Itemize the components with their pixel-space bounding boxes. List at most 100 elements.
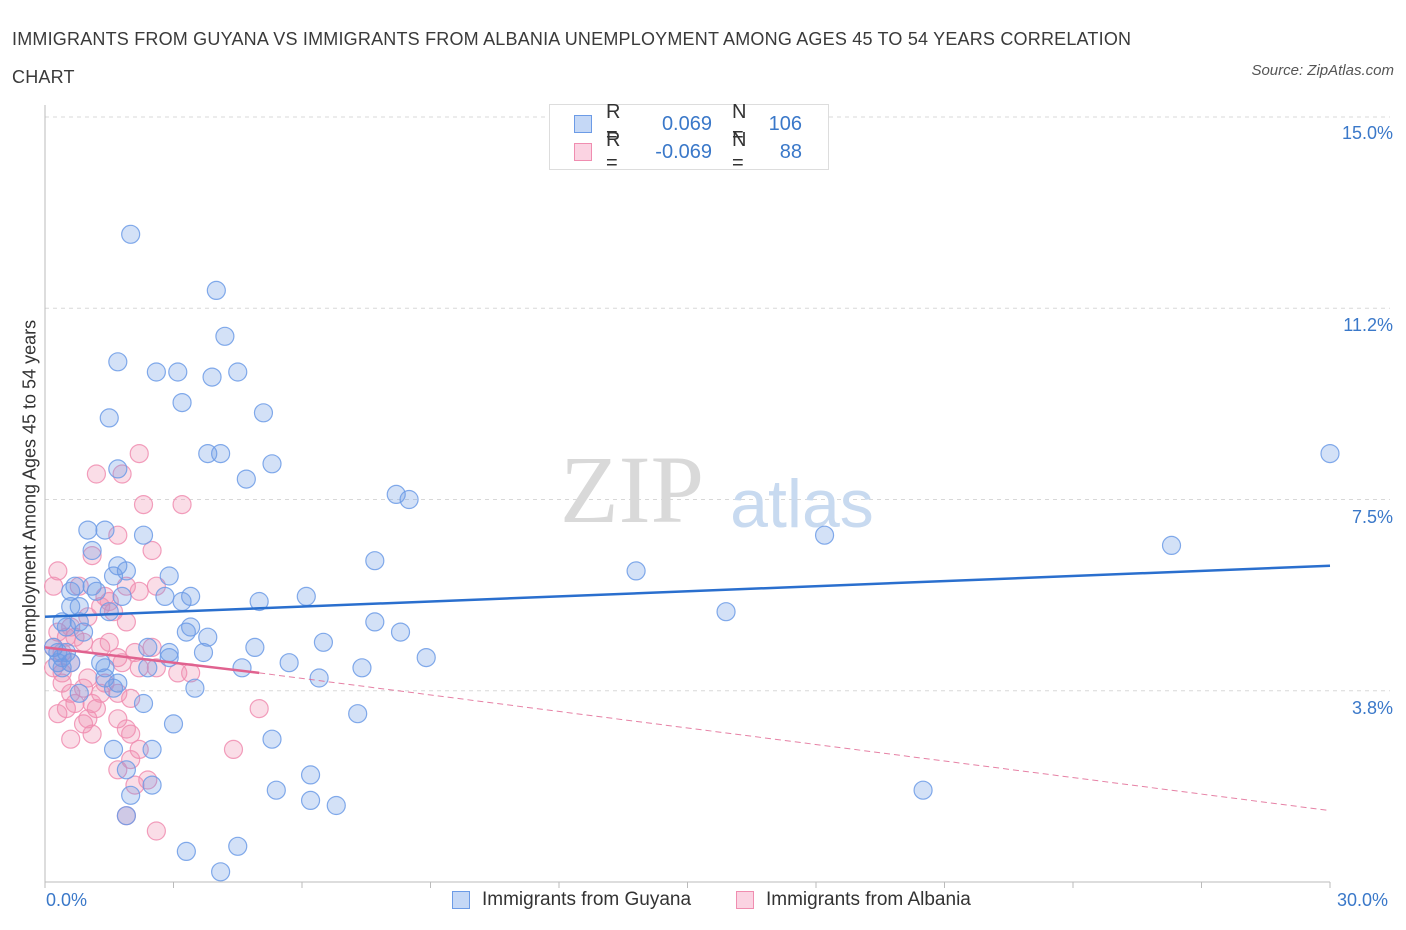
guyana-point [73,622,94,642]
albania-point [103,602,124,622]
guyana-point [236,469,256,489]
guyana-point [262,729,282,749]
legend-label-guyana: Immigrants from Guyana [482,889,692,910]
guyana-point [300,765,321,785]
guyana-point [1161,535,1182,556]
guyana-points [43,224,1340,882]
guyana-point [116,561,136,581]
guyana-point [228,836,248,856]
albania-point [82,545,102,566]
guyana-point [69,683,89,703]
albania-point [116,612,136,632]
guyana-point [155,586,175,607]
guyana-point [626,561,646,581]
guyana-point [142,775,162,795]
r-value: -0.069 [655,140,712,163]
trend-lines [44,564,1331,812]
albania-trend-line [44,646,260,675]
guyana-point [103,566,124,586]
guyana-point [348,704,368,724]
guyana-point [266,780,286,800]
guyana-point [296,586,316,607]
y-tick-label: 3.8% [1351,698,1393,718]
guyana-point [198,627,218,647]
guyana-point [168,362,188,382]
legend-item-guyana[interactable]: Immigrants from Guyana [452,889,691,911]
guyana-point [86,581,107,601]
albania-point [48,704,68,724]
n-value: 106 [768,112,802,135]
albania-swatch [574,143,592,161]
guyana-point [211,862,231,882]
n-label: N = [732,129,747,174]
guyana-point [121,785,141,805]
watermark: ZIP atlas [560,436,874,543]
albania-point [121,749,141,770]
guyana-point [416,647,436,668]
watermark-zip: ZIP [560,436,704,543]
guyana-swatch [574,115,592,133]
guyana-point [313,632,334,652]
albania-point [121,724,141,744]
albania-point [249,698,269,719]
albania-point [146,821,166,841]
guyana-point [352,658,372,678]
albania-point [82,724,102,744]
albania-point [116,576,136,596]
chart-title: IMMIGRANTS FROM GUYANA VS IMMIGRANTS FRO… [12,29,1132,87]
guyana-point [69,612,89,632]
legend-row-guyana: R = 0.069 N = 106 [574,101,802,146]
y-tick-label: 11.2% [1343,315,1393,335]
albania-point [48,561,68,581]
guyana-point [61,653,81,673]
guyana-point [95,658,115,678]
guyana-point [176,622,196,642]
guyana-point [365,612,385,632]
y-axis-title: Unemployment Among Ages 45 to 54 years [19,319,40,667]
guyana-point [326,795,346,816]
guyana-point [78,520,98,540]
guyana-point [262,454,282,474]
legend-row-albania: R = -0.069 N = 88 [574,129,802,174]
guyana-point [172,393,192,413]
albania-point [99,632,119,652]
guyana-point [390,622,411,642]
albania-point [78,668,98,688]
guyana-point [142,739,162,760]
n-label: N = [732,101,747,146]
albania-point [172,495,192,515]
guyana-point [245,637,265,658]
watermark-atlas: atlas [730,466,874,542]
albania-point [223,739,244,760]
albania-point [125,775,145,795]
legend-item-albania[interactable]: Immigrants from Albania [736,889,971,911]
guyana-point [185,678,205,698]
guyana-point [95,520,115,540]
x-tick-label: 30.0% [1337,890,1389,910]
series-legend: Immigrants from Guyana Immigrants from A… [0,889,1406,915]
guyana-point [176,841,196,862]
guyana-trend-line [44,564,1331,619]
guyana-point [300,790,321,811]
guyana-point [1320,444,1340,464]
guyana-point [386,484,406,504]
albania-point [129,444,149,464]
y-tick-label: 7.5% [1351,507,1393,527]
guyana-swatch [452,891,470,909]
albania-point [43,576,64,596]
albania-point [121,688,141,709]
correlation-legend: R = 0.069 N = 106 R = -0.069 N = 88 [549,101,829,174]
albania-point [142,637,162,658]
guyana-point [133,693,154,714]
axes [44,105,1331,888]
guyana-point [365,551,385,571]
guyana-point [108,459,128,479]
guyana-point [103,678,124,698]
guyana-point [112,586,132,607]
guyana-point [249,591,269,612]
guyana-point [99,602,119,622]
guyana-point [206,280,226,300]
r-value: 0.069 [661,112,712,135]
gridlines [45,116,1390,692]
